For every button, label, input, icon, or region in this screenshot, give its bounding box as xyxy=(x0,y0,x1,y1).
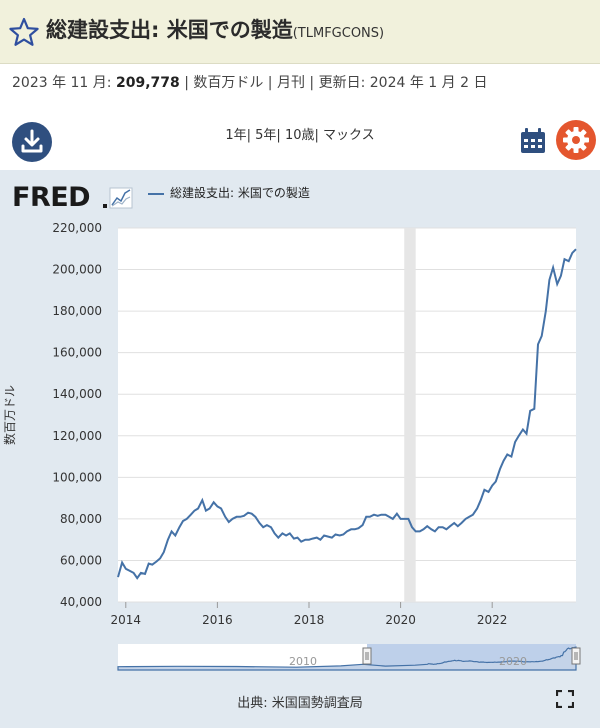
line-chart: 40,000 60,000 80,000 100,000 120,000 140,000 1… xyxy=(2,221,581,671)
legend-swatch xyxy=(148,192,164,195)
y-tick-label: 100,000 xyxy=(52,470,102,484)
observation-details: | 数百万ドル | 月刊 | 更新日: 2024 年 1 月 2 日 xyxy=(184,75,488,91)
y-tick-label: 200,000 xyxy=(52,263,102,277)
legend-label: 総建設支出: 米国での製造 xyxy=(170,186,310,200)
series-line xyxy=(117,248,577,580)
star-icon[interactable] xyxy=(8,16,40,48)
observation-period: 2023 年 11 月: xyxy=(12,75,112,91)
observation-summary: 2023 年 11 月: 209,778 | 数百万ドル | 月刊 | 更新日:… xyxy=(12,72,487,92)
plot-area xyxy=(118,228,576,602)
y-tick-label: 140,000 xyxy=(52,387,102,401)
series-title-text: 総建設支出: 米国での製造 xyxy=(46,18,293,42)
y-tick-label: 40,000 xyxy=(60,595,102,609)
chart-legend: 総建設支出: 米国での製造 xyxy=(148,184,310,201)
y-tick-label: 80,000 xyxy=(60,512,102,526)
x-tick-label: 2016 xyxy=(202,613,233,627)
navigator-left-handle[interactable] xyxy=(362,647,372,665)
x-tick-label: 2014 xyxy=(111,613,142,627)
settings-button[interactable] xyxy=(556,120,596,160)
y-tick-label: 220,000 xyxy=(52,221,102,235)
x-tick-label: 2022 xyxy=(477,613,508,627)
y-axis-label: 数百万ドル xyxy=(2,385,17,445)
y-tick-label: 60,000 xyxy=(60,553,102,567)
navigator-label-2010: 2010 xyxy=(289,655,317,668)
navigator-label-2020: 2020 xyxy=(499,655,527,668)
x-tick-label: 2020 xyxy=(385,613,416,627)
page-header: 総建設支出: 米国での製造(TLMFGCONS) xyxy=(0,0,600,64)
chart-panel: FRED 総建設支出: 米国での製造 40,000 60,000 80,000 100… xyxy=(0,170,600,728)
y-tick-label: 120,000 xyxy=(52,429,102,443)
series-title: 総建設支出: 米国での製造(TLMFGCONS) xyxy=(46,14,384,44)
x-tick-label: 2018 xyxy=(294,613,325,627)
recession-shade xyxy=(404,228,416,602)
y-axis: 40,000 60,000 80,000 100,000 120,000 140,000 1… xyxy=(52,221,102,609)
date-range-selector[interactable]: 1年| 5年| 10歳| マックス xyxy=(225,128,375,143)
observation-value: 209,778 xyxy=(115,75,180,91)
gear-icon xyxy=(563,127,589,153)
y-tick-label: 160,000 xyxy=(52,346,102,360)
chart-toolbar: 1年| 5年| 10歳| マックス xyxy=(0,112,600,168)
x-axis: 2014 2016 2018 2020 2022 xyxy=(111,602,508,627)
navigator-series xyxy=(117,646,577,671)
fred-logo: FRED xyxy=(12,182,133,212)
fullscreen-icon[interactable] xyxy=(556,690,574,708)
series-id: (TLMFGCONS) xyxy=(292,26,385,41)
y-tick-label: 180,000 xyxy=(52,304,102,318)
source-note: 出典: 米国国勢調査局 xyxy=(237,696,363,711)
download-button[interactable] xyxy=(12,122,52,162)
calendar-icon[interactable] xyxy=(520,128,546,154)
download-icon xyxy=(21,129,43,153)
svg-text:FRED: FRED xyxy=(12,182,90,212)
gridlines xyxy=(118,227,576,603)
navigator-right-handle[interactable] xyxy=(571,647,581,665)
range-navigator[interactable]: 2010 2020 xyxy=(117,644,581,671)
